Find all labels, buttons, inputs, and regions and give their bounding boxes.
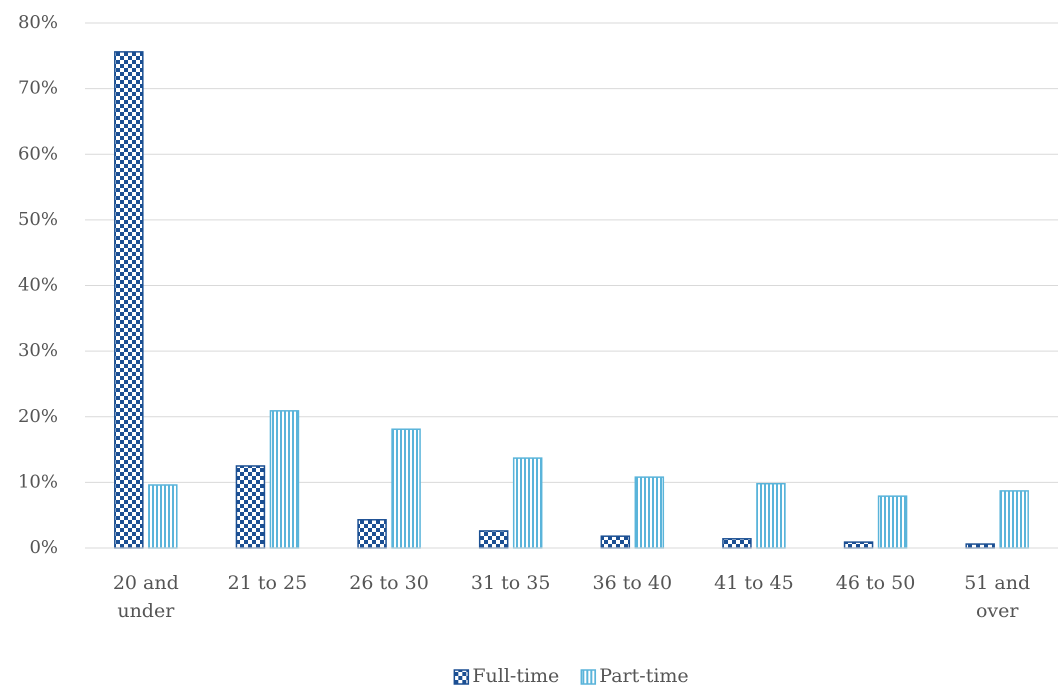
legend: Full-time Part-time [453,665,689,685]
y-tick-label: 10% [18,471,58,492]
x-tick-label: 36 to 40 [592,572,673,594]
bar [634,476,665,549]
legend-swatch [580,669,597,685]
bar [357,519,387,549]
bar [269,410,300,549]
bar [843,541,874,549]
x-tick-label: 20 and under [112,572,179,622]
y-tick-label: 80% [18,12,58,33]
bar [114,51,144,549]
bar [235,465,266,549]
y-tick-label: 30% [18,340,58,361]
bar [148,484,178,549]
bar [722,538,752,549]
legend-label: Full-time [472,665,559,685]
x-tick-label: 46 to 50 [835,572,916,594]
bar [999,490,1029,549]
legend-label: Part-time [599,665,688,685]
y-tick-label: 50% [18,209,58,230]
x-tick-label: 41 to 45 [714,572,794,594]
bar [512,457,543,549]
bar [391,428,421,549]
bar [756,482,786,549]
bar [478,530,509,549]
legend-swatch [453,669,470,685]
y-tick-label: 0% [29,537,58,558]
bar [965,543,995,549]
x-tick-label: 21 to 25 [227,572,308,594]
y-tick-label: 20% [18,406,58,427]
x-tick-label: 31 to 35 [470,572,551,594]
x-tick-label: 51 and over [964,572,1031,622]
bar [600,535,631,549]
bar [877,495,908,549]
y-tick-label: 60% [18,143,58,164]
y-tick-label: 40% [18,275,58,296]
y-tick-label: 70% [18,78,58,99]
x-tick-label: 26 to 30 [349,572,429,594]
